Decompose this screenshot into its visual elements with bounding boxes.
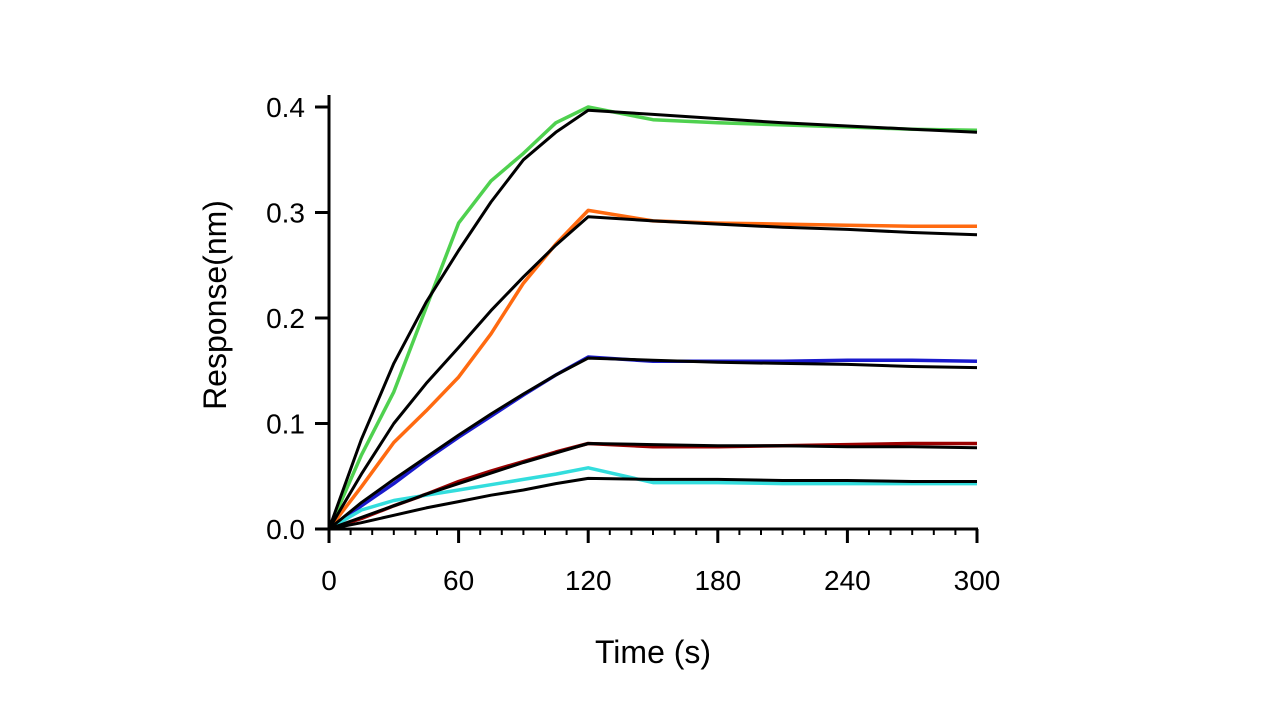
x-tick-label: 180 (694, 565, 741, 596)
series-line-dark-red-fit (328, 442, 978, 531)
series-layer (327, 105, 978, 531)
y-tick-label: 0.2 (266, 303, 305, 334)
series-line-orange-fit (327, 215, 978, 530)
x-tick-label: 60 (443, 565, 474, 596)
series-line-green-fit (327, 108, 978, 530)
series-line-cyan-fit (328, 476, 977, 531)
y-tick-label: 0.4 (266, 92, 305, 123)
y-tick-label: 0.0 (266, 514, 305, 545)
tick-layer: 0 60 120 180 240 300 0.0 0.1 0.2 0.3 0.4 (266, 92, 1000, 596)
x-tick-label: 300 (954, 565, 1001, 596)
series-line-blue-fit (328, 356, 978, 531)
series-line-green-data (327, 105, 978, 530)
x-tick-label: 240 (824, 565, 871, 596)
y-tick-label: 0.3 (266, 198, 305, 229)
x-tick-label: 120 (565, 565, 612, 596)
x-tick-label: 0 (321, 565, 337, 596)
x-axis-label: Time (s) (595, 634, 711, 670)
series-line-cyan-data (328, 466, 977, 531)
y-axis-label: Response(nm) (197, 200, 233, 410)
y-tick-label: 0.1 (266, 409, 305, 440)
